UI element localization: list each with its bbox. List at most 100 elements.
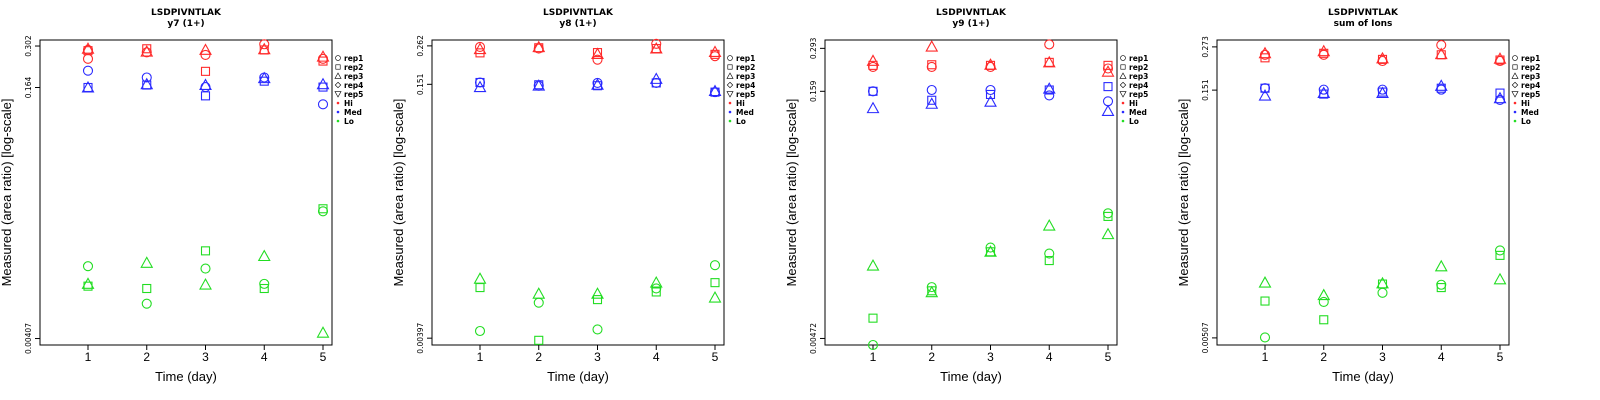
x-tick-label: 1 <box>85 350 92 364</box>
data-point-hi <box>1044 39 1055 50</box>
x-tick-label: 2 <box>1320 350 1327 364</box>
plot-frame <box>824 39 1118 346</box>
data-point-med <box>141 72 152 83</box>
data-point-med <box>1259 83 1271 94</box>
y-axis-label: Measured (area ratio) [log-scale] <box>784 99 799 287</box>
legend-marker-hi <box>1513 101 1517 105</box>
data-point-lo <box>1376 276 1389 289</box>
y-tick-label: 0.159 <box>809 80 818 102</box>
chart-subtitle: y8 (1+) <box>559 19 596 29</box>
x-tick-label: 4 <box>1046 350 1053 364</box>
data-point-hi <box>142 44 152 54</box>
legend-marker-rep4 <box>726 81 734 89</box>
legend-marker-rep4 <box>334 81 342 89</box>
legend-label-rep1: rep1 <box>736 54 755 63</box>
data-point-med <box>1044 90 1055 101</box>
legend-label-rep4: rep4 <box>344 81 363 90</box>
legend-label-hi: Hi <box>736 99 745 108</box>
data-point-hi <box>474 41 486 52</box>
legend-label-rep4: rep4 <box>736 81 755 90</box>
data-point-lo <box>1436 279 1447 290</box>
legend-label-rep4: rep4 <box>1129 81 1148 90</box>
y-tick-label: 0.164 <box>24 77 33 99</box>
data-point-lo <box>925 285 939 298</box>
data-point-hi <box>1103 60 1113 70</box>
legend-label-hi: Hi <box>1521 99 1530 108</box>
data-point-lo <box>82 261 94 272</box>
x-tick-label: 1 <box>477 350 484 364</box>
legend-marker-med <box>1513 110 1517 114</box>
legend-marker-rep3 <box>1119 72 1127 79</box>
data-point-lo <box>532 287 546 299</box>
legend-marker-rep2 <box>727 64 733 70</box>
data-point-lo <box>649 276 663 288</box>
legend-label-med: Med <box>1129 108 1147 117</box>
legend-marker-lo <box>1513 119 1517 123</box>
data-point-lo <box>140 256 154 268</box>
x-tick-label: 2 <box>928 350 935 364</box>
x-axis-label: Time (day) <box>1332 369 1394 384</box>
data-point-med <box>200 91 211 101</box>
data-point-med <box>868 86 878 96</box>
legend-label-rep4: rep4 <box>1521 81 1540 90</box>
plot-frame <box>39 39 333 346</box>
data-point-med <box>1101 104 1115 117</box>
data-point-lo <box>1101 227 1115 240</box>
data-point-hi <box>985 61 996 72</box>
data-point-hi <box>651 38 662 49</box>
data-point-lo <box>533 297 544 308</box>
legend-marker-med <box>336 110 340 114</box>
x-axis-label: Time (day) <box>940 369 1002 384</box>
x-axis-label: Time (day) <box>155 369 217 384</box>
legend-label-med: Med <box>1521 108 1539 117</box>
data-point-hi <box>140 45 154 57</box>
data-point-lo <box>1319 315 1329 325</box>
data-point-med <box>649 72 663 84</box>
x-tick-label: 3 <box>987 350 994 364</box>
data-point-hi <box>1317 44 1331 57</box>
legend-marker-rep5 <box>726 91 734 98</box>
data-point-lo <box>1044 248 1055 259</box>
data-point-hi <box>475 48 485 58</box>
data-point-lo <box>1260 296 1270 306</box>
data-point-hi <box>591 47 604 60</box>
legend-marker-rep1 <box>727 55 733 61</box>
data-point-med <box>140 77 154 90</box>
data-point-lo <box>709 260 721 271</box>
data-point-hi <box>1101 65 1115 77</box>
data-point-hi <box>866 54 880 66</box>
data-point-med <box>1260 83 1270 93</box>
data-point-med <box>926 84 937 96</box>
legend-marker-rep3 <box>726 72 734 79</box>
chart-title: LSDPIVNTLAK <box>151 8 222 18</box>
legend-label-lo: Lo <box>736 117 746 126</box>
y-axis-label: Measured (area ratio) [log-scale] <box>1176 99 1191 287</box>
x-tick-label: 3 <box>594 350 601 364</box>
data-point-lo <box>317 206 329 217</box>
data-point-lo <box>1495 250 1505 260</box>
chart-subtitle: y9 (1+) <box>952 19 989 29</box>
data-point-med <box>708 84 722 97</box>
legend-marker-lo <box>728 119 732 123</box>
plot-frame <box>431 39 725 346</box>
data-point-lo <box>1434 259 1448 272</box>
data-point-hi <box>708 45 722 57</box>
data-point-lo <box>1103 211 1113 221</box>
data-point-lo <box>1494 245 1506 256</box>
data-point-lo <box>1259 332 1271 343</box>
data-point-med <box>199 78 212 90</box>
chart-title: LSDPIVNTLAK <box>1328 8 1399 18</box>
data-point-hi <box>199 43 212 55</box>
y-tick-label: 0.302 <box>24 35 33 57</box>
legend-label-rep3: rep3 <box>1521 72 1540 81</box>
y-tick-label: 0.151 <box>1201 79 1210 101</box>
y-axis-label: Measured (area ratio) [log-scale] <box>391 99 406 287</box>
data-point-hi <box>1493 52 1507 64</box>
x-tick-label: 4 <box>261 350 268 364</box>
legend-label-rep3: rep3 <box>736 72 755 81</box>
data-point-lo <box>1377 279 1388 289</box>
chart-title: LSDPIVNTLAK <box>543 8 614 18</box>
